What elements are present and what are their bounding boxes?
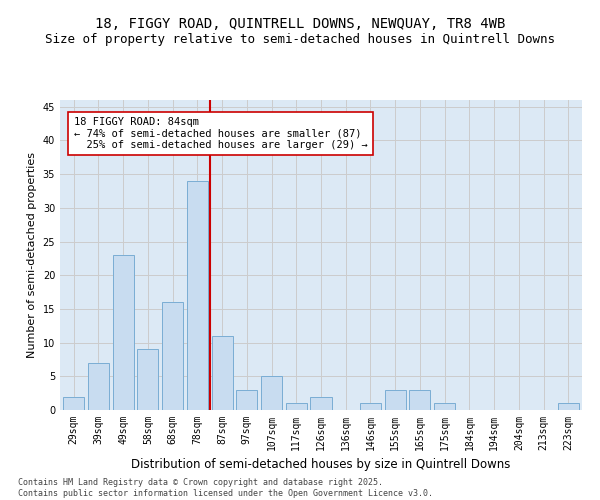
Bar xyxy=(360,404,381,410)
Bar xyxy=(162,302,183,410)
Text: 18 FIGGY ROAD: 84sqm
← 74% of semi-detached houses are smaller (87)
  25% of sem: 18 FIGGY ROAD: 84sqm ← 74% of semi-detac… xyxy=(74,117,367,150)
Bar xyxy=(212,336,233,410)
Bar xyxy=(63,396,84,410)
Bar xyxy=(286,404,307,410)
Text: Contains HM Land Registry data © Crown copyright and database right 2025.
Contai: Contains HM Land Registry data © Crown c… xyxy=(18,478,433,498)
Text: 18, FIGGY ROAD, QUINTRELL DOWNS, NEWQUAY, TR8 4WB: 18, FIGGY ROAD, QUINTRELL DOWNS, NEWQUAY… xyxy=(95,18,505,32)
Bar xyxy=(409,390,430,410)
Bar xyxy=(113,255,134,410)
Bar xyxy=(236,390,257,410)
Text: Size of property relative to semi-detached houses in Quintrell Downs: Size of property relative to semi-detach… xyxy=(45,32,555,46)
Bar xyxy=(88,363,109,410)
Bar xyxy=(261,376,282,410)
Bar xyxy=(310,396,332,410)
X-axis label: Distribution of semi-detached houses by size in Quintrell Downs: Distribution of semi-detached houses by … xyxy=(131,458,511,471)
Y-axis label: Number of semi-detached properties: Number of semi-detached properties xyxy=(27,152,37,358)
Bar xyxy=(187,181,208,410)
Bar xyxy=(434,404,455,410)
Bar xyxy=(137,350,158,410)
Bar xyxy=(385,390,406,410)
Bar xyxy=(558,404,579,410)
